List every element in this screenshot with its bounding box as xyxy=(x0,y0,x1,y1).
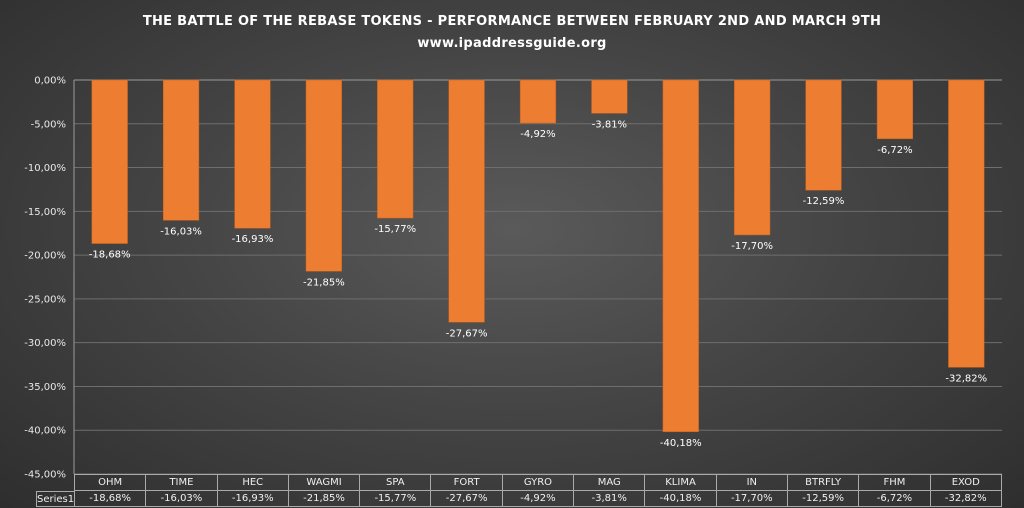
bar-wagmi xyxy=(305,79,342,272)
y-tick-label: -15,00% xyxy=(24,207,66,218)
data-table-category: MAG xyxy=(573,474,646,491)
data-table-value: -32,82% xyxy=(929,490,1003,507)
data-label: -15,77% xyxy=(374,224,416,235)
bar-spa xyxy=(377,79,414,219)
data-table-category-row: OHM TIME HEC WAGMI SPA FORT GYRO MAG KLIMA IN BTRF… xyxy=(73,474,1003,491)
data-table-value: -16,03% xyxy=(145,490,218,507)
bar-gyro xyxy=(519,79,557,124)
data-table-value: -3,81% xyxy=(573,490,646,507)
data-table-category: EXOD xyxy=(929,474,1003,491)
data-label: -40,18% xyxy=(660,438,702,449)
data-label: -12,59% xyxy=(803,196,845,207)
data-label: -18,68% xyxy=(89,250,131,261)
data-table-value: -18,68% xyxy=(73,490,147,507)
data-table-value: -21,85% xyxy=(287,490,361,507)
y-tick-label: -45,00% xyxy=(24,470,66,481)
data-table-value: -15,77% xyxy=(359,490,432,507)
data-label: -16,93% xyxy=(232,234,274,245)
data-table-category: FHM xyxy=(858,474,931,491)
data-table-category: HEC xyxy=(216,474,289,491)
data-table-category: BTRFLY xyxy=(786,474,860,491)
data-table-category: FORT xyxy=(430,474,503,491)
data-table-category: GYRO xyxy=(501,474,575,491)
bar-fort xyxy=(448,79,485,323)
bar-exod xyxy=(948,79,985,368)
bar-hec xyxy=(234,79,271,229)
bar-fhm xyxy=(876,79,914,140)
data-table-value: -6,72% xyxy=(858,490,931,507)
data-label: -4,92% xyxy=(520,129,555,140)
data-table-value: -4,92% xyxy=(501,490,575,507)
bar-klima xyxy=(662,79,699,433)
bar-in xyxy=(734,79,771,236)
y-tick-label: -5,00% xyxy=(31,119,66,130)
data-label: -16,03% xyxy=(160,226,202,237)
chart-subtitle: www.ipaddressguide.org xyxy=(417,36,607,51)
bar-time xyxy=(162,79,200,221)
data-table-value: -40,18% xyxy=(644,490,717,507)
data-table-category: TIME xyxy=(145,474,218,491)
bar-ohm xyxy=(91,79,128,244)
data-table-series-label: Series1 xyxy=(36,491,74,507)
data-label: -6,72% xyxy=(877,145,912,156)
y-tick-label: -35,00% xyxy=(24,382,66,393)
y-tick-label: -25,00% xyxy=(24,294,66,305)
data-table-value: -17,70% xyxy=(715,490,788,507)
data-table-value: -12,59% xyxy=(786,490,860,507)
data-label: -21,85% xyxy=(303,277,345,288)
data-table-category: SPA xyxy=(359,474,432,491)
data-table-category: WAGMI xyxy=(287,474,361,491)
data-label: -17,70% xyxy=(731,241,773,252)
data-label: -27,67% xyxy=(446,328,488,339)
data-table-value: -27,67% xyxy=(430,490,503,507)
data-table-category: KLIMA xyxy=(644,474,717,491)
y-tick-label: -10,00% xyxy=(24,163,66,174)
data-table: OHM TIME HEC WAGMI SPA FORT GYRO MAG KLIMA IN BTRF… xyxy=(73,474,1003,507)
data-label: -32,82% xyxy=(945,373,987,384)
data-table-value-row: -18,68% -16,03% -16,93% -21,85% -15,77% -27,6… xyxy=(73,490,1003,507)
bar-btrfly xyxy=(805,79,842,191)
y-tick-label: -20,00% xyxy=(24,251,66,262)
data-table-value: -16,93% xyxy=(216,490,289,507)
y-tick-label: -40,00% xyxy=(24,426,66,437)
data-label: -3,81% xyxy=(592,119,627,130)
data-table-category: OHM xyxy=(73,474,147,491)
chart-title: THE BATTLE OF THE REBASE TOKENS - PERFOR… xyxy=(142,14,882,29)
data-table-category: IN xyxy=(715,474,788,491)
bar-mag xyxy=(591,79,628,114)
y-tick-label: -30,00% xyxy=(24,338,66,349)
y-tick-label: 0,00% xyxy=(34,76,66,87)
